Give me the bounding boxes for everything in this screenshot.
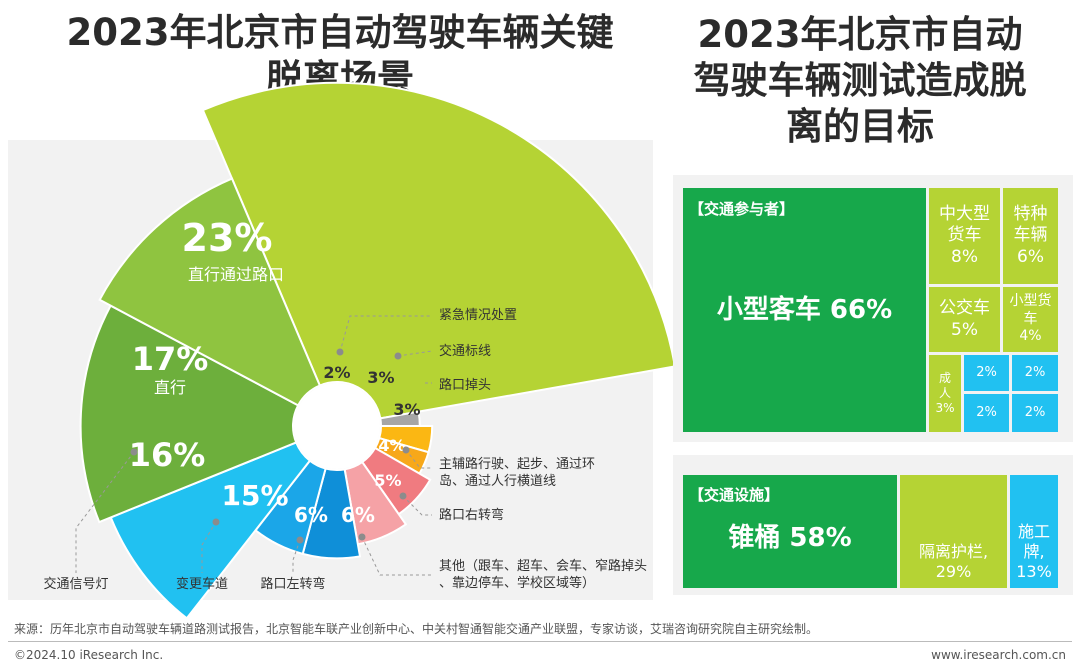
treemap-cell-cone: 【交通设施】 锥桶 58% (683, 475, 897, 588)
treemap-label: 成人 (938, 371, 951, 400)
treemap-cell-medium-truck: 中大型货车 8% (929, 188, 1000, 284)
leader-dot (212, 518, 220, 526)
treemap-label: 小型客车 (716, 294, 821, 325)
treemap-label: 公交车 (939, 298, 990, 319)
leader-dot (336, 348, 344, 356)
treemap-value: 8% (951, 246, 978, 267)
treemap-cell-small-car: 【交通参与者】 小型客车 66% (683, 188, 926, 432)
treemap-label: 施工牌, (1017, 522, 1050, 561)
treemap-value: 13% (1016, 562, 1052, 581)
treemap-cell-small-2: 2% (1012, 355, 1058, 391)
treemap-value: 2% (1024, 364, 1046, 380)
treemap-value: 58% (789, 523, 852, 554)
treemap-value: 29% (935, 562, 972, 581)
rose-slice (79, 304, 300, 524)
leader-line (405, 449, 432, 469)
leader-dot (402, 446, 410, 454)
treemap-cell-small-1: 2% (964, 355, 1009, 391)
rose-value-label: 17% (132, 340, 209, 378)
treemap-value: 4% (1019, 328, 1042, 345)
treemap-cell-bus: 公交车 5% (929, 287, 1000, 352)
treemap-label: 隔离护栏, (918, 542, 989, 561)
treemap-label: 中大型货车 (939, 204, 990, 246)
leader-line (402, 495, 432, 516)
leader-dot (358, 533, 366, 541)
treemap-value: 6% (1017, 246, 1044, 267)
treemap-cell-construction-sign: 施工牌, 13% (1010, 475, 1058, 588)
leader-line (292, 539, 301, 573)
source-note: 来源：历年北京市自动驾驶车辆道路测试报告，北京智能车联产业创新中心、中关村智通智… (14, 622, 819, 636)
rose-center-hole (294, 383, 380, 469)
copyright: ©2024.10 iResearch Inc. (14, 648, 164, 662)
rose-value-label: 3% (393, 400, 420, 419)
rose-value-label: 6% (341, 503, 375, 527)
rose-slice-label: 路口掉头 (439, 377, 491, 393)
treemap-value: 2% (976, 404, 997, 420)
leader-dot (130, 448, 138, 456)
traffic-participants-header: 【交通参与者】 (689, 200, 795, 218)
website-link[interactable]: www.iresearch.com.cn (931, 648, 1066, 662)
right-chart-title: 2023年北京市自动驾驶车辆测试造成脱离的目标 (693, 13, 1027, 148)
rose-slice (201, 81, 677, 420)
treemap-label: 小型货车 (1009, 293, 1052, 327)
leader-dot (394, 352, 402, 360)
leader-dot (296, 536, 304, 544)
leader-line (339, 315, 432, 353)
rose-value-label: 16% (129, 436, 206, 474)
treemap-cell-special-vehicle: 特种车辆 6% (1003, 188, 1058, 284)
rose-slice-label: 变更车道 (176, 576, 228, 592)
rose-slice (301, 467, 362, 560)
treemap-value: 3% (935, 401, 955, 415)
rose-value-label: 15% (221, 479, 288, 512)
treemap-cell-small-truck: 小型货车 4% (1003, 287, 1058, 352)
treemap-label: 特种车辆 (1013, 204, 1048, 246)
treemap-cell-guardrail: 隔离护栏, 29% (900, 475, 1007, 588)
rose-value-label: 6% (294, 503, 328, 527)
rose-slice-label: 紧急情况处置 (439, 308, 517, 323)
treemap-cell-small-4: 2% (1012, 394, 1058, 432)
rose-slice (109, 441, 312, 620)
leader-line (201, 521, 217, 573)
footer-divider (8, 641, 1072, 642)
leader-line (361, 536, 432, 576)
leader-dot (399, 492, 407, 500)
rose-slice-label: 直行通过路口 (188, 265, 284, 284)
traffic-facilities-header: 【交通设施】 (689, 486, 780, 504)
rose-slice-label: 、靠边停车、学校区域等） (439, 575, 595, 591)
rose-slice-label: 主辅路行驶、起步、通过环 (439, 456, 595, 472)
rose-slice (98, 177, 322, 407)
treemap-value: 2% (1024, 404, 1046, 420)
rose-slice-label: 交通信号灯 (43, 576, 108, 592)
treemap-value: 5% (951, 319, 978, 340)
rose-slice-label: 直行 (154, 378, 186, 397)
treemap-value: 2% (976, 364, 997, 380)
rose-value-label: 3% (367, 368, 394, 387)
rose-value-label: 4% (378, 436, 405, 455)
rose-value-label: 23% (182, 216, 273, 260)
rose-slice-label: 路口右转弯 (439, 507, 504, 523)
rose-slice-label: 路口左转弯 (260, 576, 325, 592)
rose-slice-label: 交通标线 (439, 343, 491, 359)
rose-slice-label: 岛、通过人行横道线 (439, 473, 556, 489)
left-chart-title: 2023年北京市自动驾驶车辆关键脱离场景 (66, 11, 614, 100)
treemap-label: 锥桶 (728, 523, 781, 554)
rose-value-label: 5% (374, 471, 401, 490)
treemap-value: 66% (829, 294, 893, 325)
leader-line (75, 451, 135, 573)
treemap-cell-adult: 成人 3% (929, 355, 961, 432)
rose-slice-label: 其他（跟车、超车、会车、窄路掉头 (439, 558, 647, 574)
treemap-cell-small-3: 2% (964, 394, 1009, 432)
rose-value-label: 2% (323, 363, 350, 382)
